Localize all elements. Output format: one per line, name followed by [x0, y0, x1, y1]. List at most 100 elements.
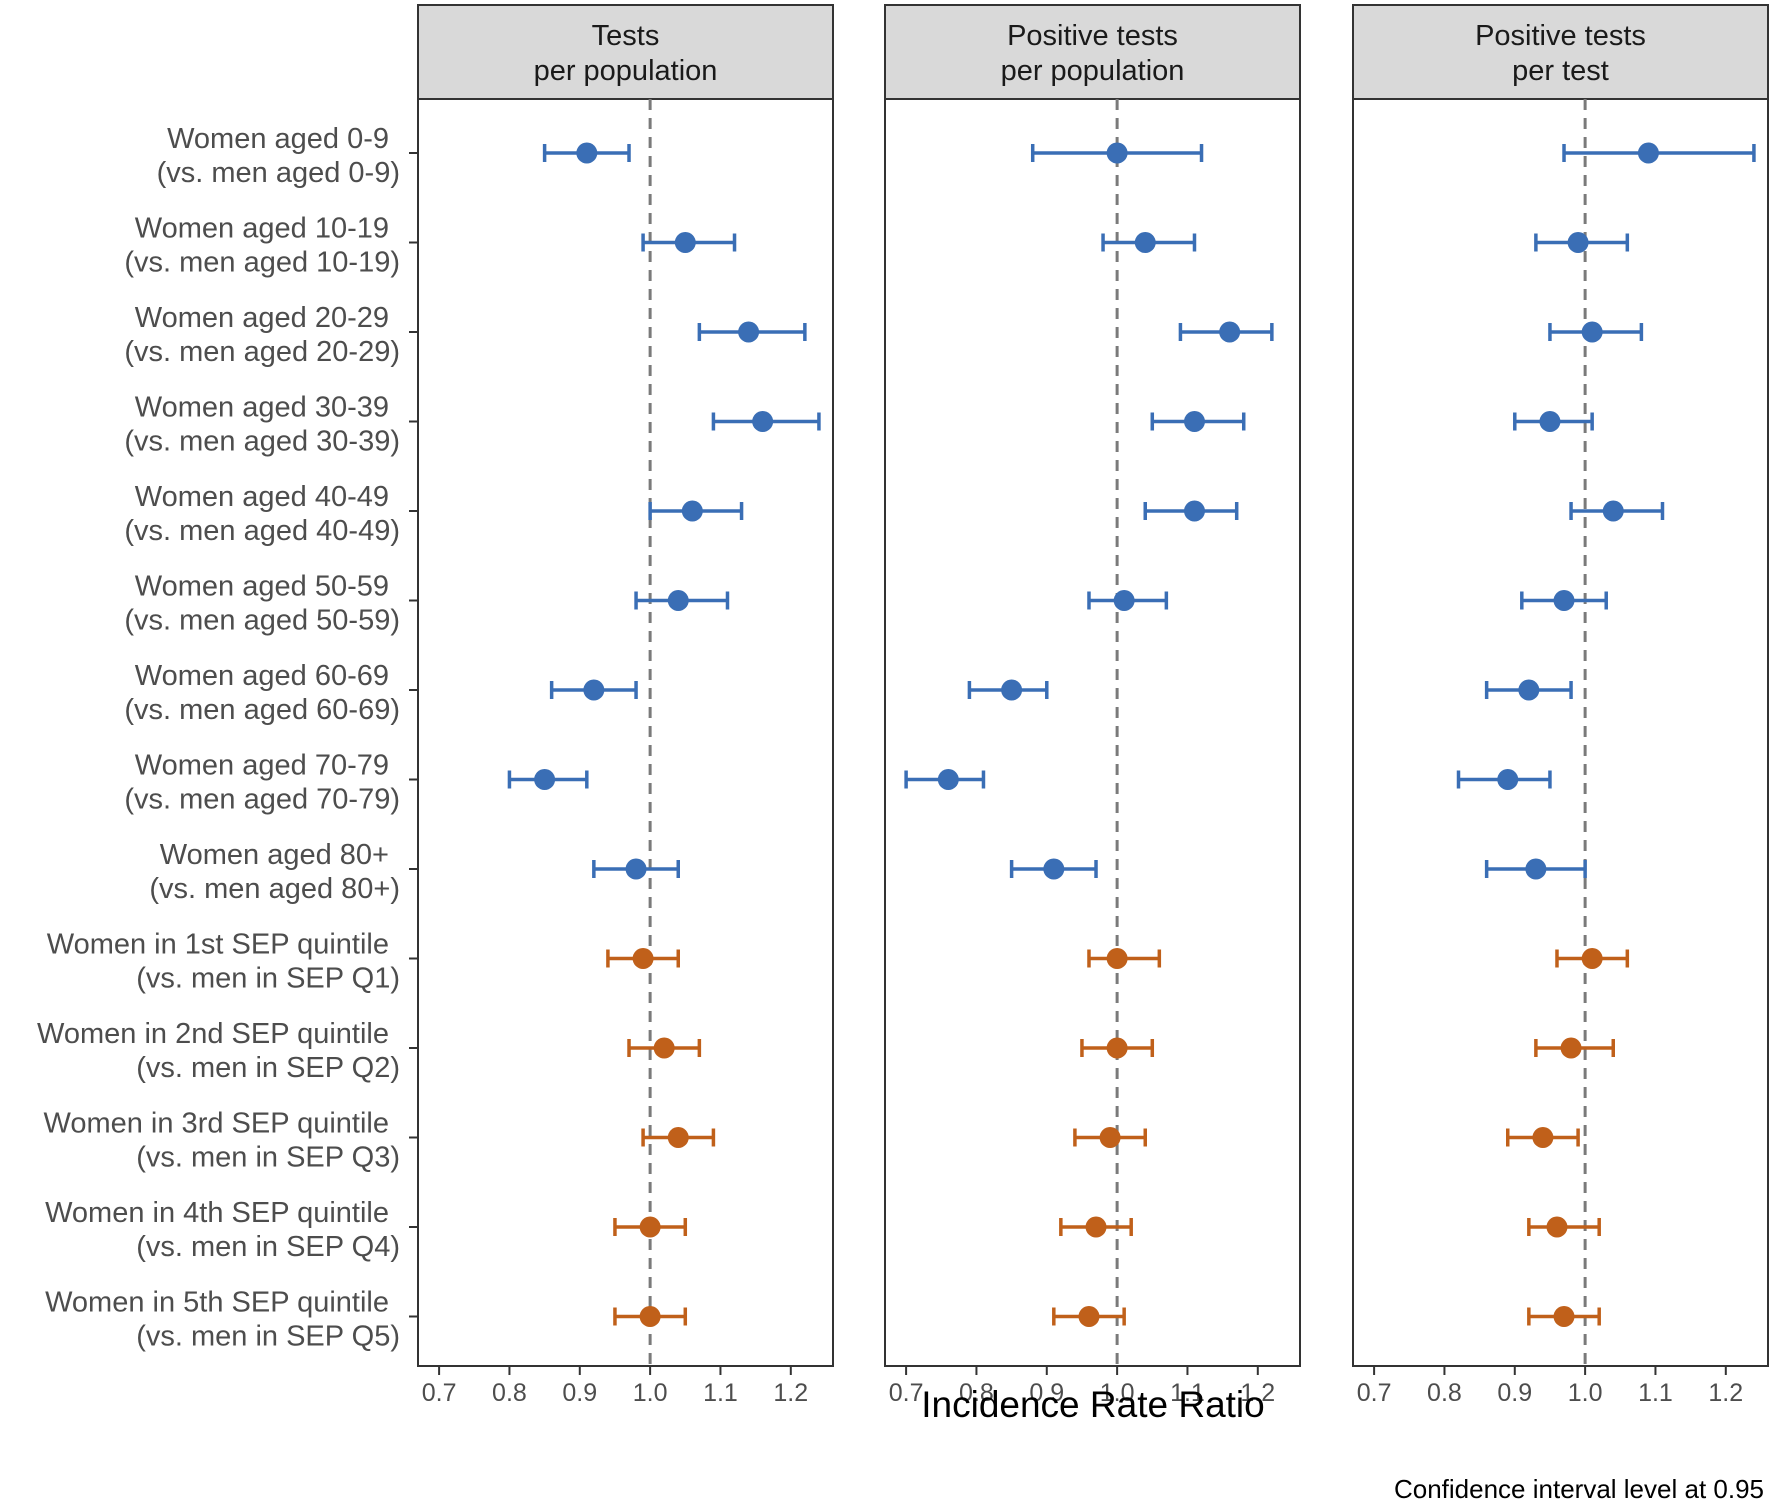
category-label-line2: (vs. men aged 10-19): [124, 247, 400, 279]
estimate-point: [1001, 679, 1023, 701]
estimate-point: [1106, 1037, 1128, 1059]
estimate-point: [576, 142, 598, 164]
estimate-point: [1602, 500, 1624, 522]
estimate-point: [1106, 948, 1128, 969]
data-point-group: [967, 679, 1049, 701]
category-label-line2: (vs. men aged 30-39): [124, 426, 400, 458]
data-point-group: [1080, 1037, 1155, 1059]
data-point-group: [1087, 948, 1162, 969]
x-axis-title: Incidence Rate Ratio: [921, 1384, 1264, 1425]
estimate-point: [738, 321, 760, 343]
data-point-group: [1562, 142, 1756, 164]
data-point-group: [1505, 1127, 1580, 1148]
data-point-group: [904, 769, 986, 790]
category-label-line1: Women aged 20-29: [135, 302, 389, 334]
estimate-point: [1532, 1127, 1554, 1148]
x-tick-label: 0.8: [959, 1379, 994, 1407]
x-tick-label: 0.9: [562, 1379, 597, 1407]
estimate-point: [667, 1127, 689, 1148]
data-point-group: [507, 769, 589, 790]
estimate-point: [1078, 1306, 1100, 1327]
data-point-group: [1527, 1306, 1601, 1327]
x-tick-label: 1.2: [1708, 1379, 1743, 1407]
data-point-group: [1030, 142, 1204, 164]
estimate-point: [1085, 1216, 1107, 1238]
facet-title-line2: per test: [1512, 55, 1609, 87]
category-label-line2: (vs. men aged 70-79): [124, 784, 400, 816]
data-point-group: [1101, 232, 1197, 253]
estimate-point: [1134, 232, 1156, 253]
data-point-group: [1009, 858, 1098, 880]
estimate-point: [1581, 321, 1603, 343]
x-tick-label: 1.2: [1240, 1379, 1275, 1407]
category-label-line1: Women in 1st SEP quintile: [47, 929, 389, 961]
data-point-group: [1087, 590, 1169, 611]
estimate-point: [681, 500, 703, 522]
x-tick-label: 0.8: [492, 1379, 527, 1407]
category-label-line2: (vs. men in SEP Q2): [136, 1052, 400, 1084]
estimate-point: [1497, 769, 1519, 790]
estimate-point: [752, 411, 774, 432]
category-label-line2: (vs. men in SEP Q1): [136, 963, 400, 995]
facet-strip: [884, 4, 1301, 100]
data-point-group: [606, 948, 681, 969]
estimate-point: [1099, 1127, 1121, 1148]
estimate-point: [1546, 1216, 1568, 1238]
data-point-group: [592, 858, 681, 880]
x-tick-label: 1.1: [1170, 1379, 1205, 1407]
category-label-line2: (vs. men in SEP Q5): [136, 1321, 400, 1353]
estimate-point: [1553, 1306, 1575, 1327]
data-point-group: [549, 679, 638, 701]
estimate-point: [534, 769, 556, 790]
estimate-point: [1553, 590, 1575, 611]
x-tick-label: 1.1: [703, 1379, 738, 1407]
x-tick-label: 1.2: [773, 1379, 808, 1407]
facet-title-line1: Positive tests: [1475, 20, 1646, 52]
x-tick-label: 1.0: [1100, 1379, 1135, 1407]
estimate-point: [1106, 142, 1128, 164]
category-label-line2: (vs. men aged 60-69): [124, 694, 400, 726]
panel-border: [417, 98, 834, 1367]
estimate-point: [1219, 321, 1241, 343]
estimate-point: [639, 1306, 661, 1327]
estimate-point: [1567, 232, 1589, 253]
x-tick-label: 1.1: [1638, 1379, 1673, 1407]
estimate-point: [1581, 948, 1603, 969]
data-point-group: [1548, 321, 1644, 343]
estimate-point: [1518, 679, 1540, 701]
data-point-group: [613, 1216, 688, 1238]
estimate-point: [1539, 411, 1561, 432]
data-point-group: [641, 1127, 716, 1148]
data-point-group: [1534, 232, 1630, 253]
category-label-line1: Women aged 70-79: [135, 750, 389, 782]
estimate-point: [1183, 411, 1205, 432]
facet-title-line1: Tests: [592, 20, 660, 52]
category-label-line1: Women aged 60-69: [135, 660, 389, 692]
data-point-group: [1534, 1037, 1616, 1059]
category-label-line2: (vs. men aged 80+): [149, 873, 400, 905]
data-point-group: [648, 500, 744, 522]
category-label-line1: Women aged 40-49: [135, 481, 389, 513]
facet-title-line2: per population: [534, 55, 718, 87]
data-point-group: [1520, 590, 1608, 611]
facet-title-line1: Positive tests: [1007, 20, 1178, 52]
estimate-point: [1637, 142, 1659, 164]
category-label-line1: Women in 5th SEP quintile: [45, 1287, 389, 1319]
x-tick-label: 0.7: [1357, 1379, 1392, 1407]
estimate-point: [625, 858, 647, 880]
x-tick-label: 1.0: [633, 1379, 668, 1407]
panel-border: [884, 98, 1301, 1367]
category-label-line2: (vs. men aged 40-49): [124, 515, 400, 547]
category-label-line1: Women in 2nd SEP quintile: [37, 1018, 389, 1050]
estimate-point: [1113, 590, 1135, 611]
data-point-group: [613, 1306, 688, 1327]
x-tick-label: 1.0: [1568, 1379, 1603, 1407]
x-tick-label: 0.8: [1427, 1379, 1462, 1407]
data-point-group: [634, 590, 730, 611]
estimate-point: [653, 1037, 675, 1059]
panel-border: [1352, 98, 1769, 1367]
